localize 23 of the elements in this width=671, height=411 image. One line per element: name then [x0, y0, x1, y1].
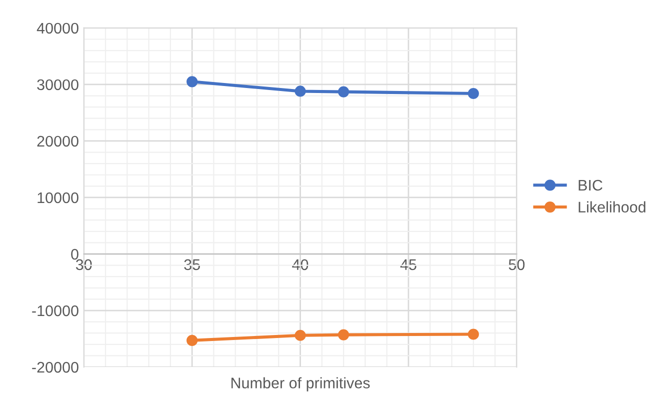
point [338, 86, 350, 98]
point [186, 76, 198, 88]
point [468, 88, 479, 100]
x-axis-title: Number of primitives [231, 377, 370, 392]
legend-label: Likelihood [578, 201, 646, 213]
y-tick-label: 40000 [36, 22, 78, 34]
y-tick-label: 30000 [37, 79, 78, 90]
y-tick-label: 10000 [38, 192, 78, 204]
legend-label: BIC [578, 180, 602, 191]
y-tick-label: -20000 [32, 362, 78, 373]
x-tick-label: 40 [292, 259, 308, 270]
x-tick-label: 50 [508, 259, 525, 270]
y-tick-label: -10000 [32, 305, 78, 316]
y-tick-label: 20000 [37, 136, 78, 147]
x-tick-label: 35 [184, 259, 200, 270]
y-tick-label: 0 [71, 248, 78, 260]
point [186, 334, 198, 346]
x-tick-label: 45 [400, 259, 416, 270]
point [338, 329, 350, 340]
x-tick-label: 30 [76, 259, 92, 270]
point [468, 328, 479, 340]
point [294, 330, 306, 341]
point [294, 86, 306, 97]
